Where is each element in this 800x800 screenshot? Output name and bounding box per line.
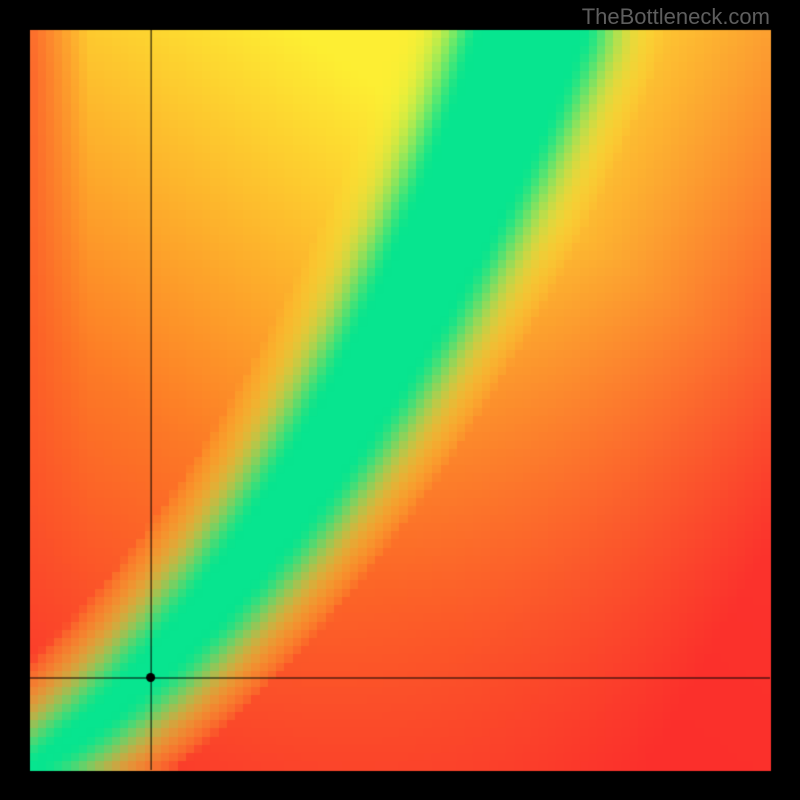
bottleneck-heatmap xyxy=(0,0,800,800)
chart-container: TheBottleneck.com xyxy=(0,0,800,800)
watermark-text: TheBottleneck.com xyxy=(582,4,770,30)
